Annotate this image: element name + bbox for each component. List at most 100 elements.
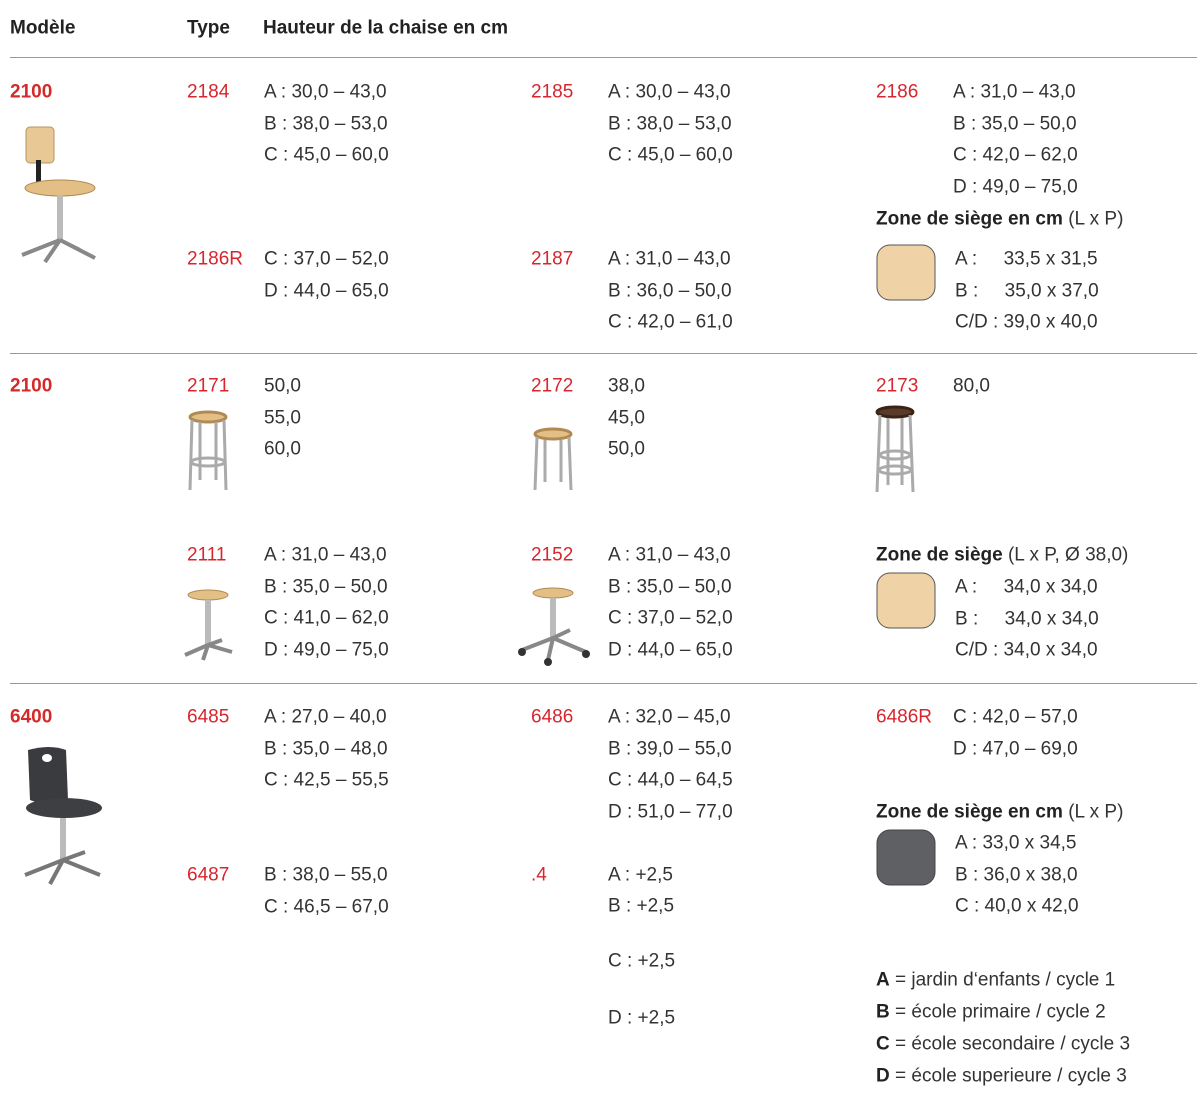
stool-2173	[875, 405, 915, 493]
height-line: 38,0	[608, 375, 645, 397]
type: 2186R	[187, 248, 243, 270]
seat-note: (L x P, Ø 38,0)	[1007, 544, 1129, 566]
type: 2111	[187, 544, 227, 566]
height-line: A : +2,5	[608, 864, 673, 886]
seat-line: B : 35,0 x 37,0	[955, 280, 1099, 301]
seat-line: A : 33,5 x 31,5	[955, 248, 1098, 270]
legend-item: D = école superieure / cycle 3	[876, 1067, 1127, 1086]
type: 2152	[531, 544, 574, 566]
height-line: B : +2,5	[608, 895, 675, 917]
legend-key: B	[876, 1001, 890, 1023]
seat-line: A : 34,0 x 34,0	[955, 576, 1098, 598]
height-line: C : 42,0 – 57,0	[953, 706, 1078, 728]
seat-title-bold: Zone de siège	[876, 544, 1003, 566]
height-line: C : 44,0 – 64,5	[608, 769, 733, 791]
type: 2186	[876, 81, 919, 103]
seat-line: B : 36,0 x 38,0	[955, 864, 1078, 885]
seat-title: Zone de siège en cm (L x P)	[876, 210, 1123, 229]
legend-item: C = école secondaire / cycle 3	[876, 1035, 1130, 1054]
height-line: 55,0	[264, 407, 301, 428]
rule	[10, 683, 1197, 684]
legend-key: D	[876, 1065, 890, 1087]
seat-icon	[876, 244, 936, 301]
seat-line: C/D : 39,0 x 40,0	[955, 311, 1098, 333]
height-line: B : 39,0 – 55,0	[608, 738, 732, 759]
seat-line: C : 40,0 x 42,0	[955, 895, 1079, 917]
type: 2185	[531, 81, 574, 103]
legend-text: = école primaire / cycle 2	[895, 1001, 1106, 1023]
seat-note: (L x P)	[1068, 208, 1124, 230]
chair-6400	[24, 747, 102, 885]
seat-icon	[876, 829, 936, 886]
height-line: D : 51,0 – 77,0	[608, 801, 733, 822]
height-line: 60,0	[264, 438, 301, 460]
height-line: B : 35,0 – 50,0	[264, 576, 388, 597]
height-line: D : 49,0 – 75,0	[953, 176, 1078, 197]
height-line: C : 37,0 – 52,0	[264, 248, 389, 270]
height-line: C : 41,0 – 62,0	[264, 607, 389, 629]
type: 2172	[531, 375, 574, 397]
height-line: C : 45,0 – 60,0	[264, 144, 389, 166]
height-line: 50,0	[264, 375, 301, 397]
height-line: C : +2,5	[608, 950, 676, 972]
type: 6486R	[876, 706, 932, 728]
stool-2171	[188, 410, 228, 491]
height-line: B : 36,0 – 50,0	[608, 280, 732, 301]
height-line: C : 42,0 – 61,0	[608, 311, 733, 333]
height-line: D : 44,0 – 65,0	[264, 280, 389, 301]
stool-2111	[184, 589, 233, 661]
seat-note: (L x P)	[1068, 801, 1124, 823]
height-line: A : 27,0 – 40,0	[264, 706, 387, 728]
height-line: B : 35,0 – 48,0	[264, 738, 388, 759]
height-line: A : 31,0 – 43,0	[264, 544, 387, 566]
chair-2100	[21, 126, 96, 264]
seat-title-bold: Zone de siège en cm	[876, 801, 1063, 823]
height-line: A : 30,0 – 43,0	[264, 81, 387, 103]
height-line: D : 47,0 – 69,0	[953, 738, 1078, 759]
height-line: B : 35,0 – 50,0	[608, 576, 732, 597]
seat-line: C/D : 34,0 x 34,0	[955, 639, 1098, 661]
height-line: 50,0	[608, 438, 645, 460]
height-line: A : 30,0 – 43,0	[608, 81, 731, 103]
legend-text: = école secondaire / cycle 3	[895, 1033, 1131, 1055]
type: 2171	[187, 375, 230, 397]
seat-title: Zone de siège (L x P, Ø 38,0)	[876, 546, 1128, 565]
type: 6485	[187, 706, 230, 728]
height-line: 80,0	[953, 375, 990, 397]
height-line: A : 32,0 – 45,0	[608, 706, 731, 728]
height-line: 45,0	[608, 407, 645, 428]
height-line: D : 49,0 – 75,0	[264, 639, 389, 660]
height-line: A : 31,0 – 43,0	[608, 248, 731, 270]
model: 2100	[10, 81, 53, 103]
height-line: B : 35,0 – 50,0	[953, 113, 1077, 134]
type: 2184	[187, 81, 230, 103]
rule	[10, 353, 1197, 354]
height-line: D : +2,5	[608, 1007, 676, 1029]
legend-key: C	[876, 1033, 890, 1055]
seat-title-bold: Zone de siège en cm	[876, 208, 1063, 230]
height-line: B : 38,0 – 53,0	[264, 113, 388, 134]
height-line: C : 46,5 – 67,0	[264, 896, 389, 917]
height-line: A : 31,0 – 43,0	[608, 544, 731, 566]
height-line: B : 38,0 – 53,0	[608, 113, 732, 134]
legend-item: A = jardin d‘enfants / cycle 1	[876, 971, 1115, 990]
stool-2152	[518, 587, 590, 666]
height-line: C : 42,5 – 55,5	[264, 769, 389, 791]
type: 6486	[531, 706, 574, 728]
height-line: C : 37,0 – 52,0	[608, 607, 733, 629]
model: 2100	[10, 375, 53, 397]
height-line: B : 38,0 – 55,0	[264, 864, 388, 886]
type: 2187	[531, 248, 574, 270]
legend-key: A	[876, 969, 890, 991]
seat-line: A : 33,0 x 34,5	[955, 832, 1077, 854]
type: 6487	[187, 864, 230, 886]
seat-title: Zone de siège en cm (L x P)	[876, 803, 1123, 822]
legend-text: = école superieure / cycle 3	[895, 1065, 1127, 1087]
legend-text: = jardin d‘enfants / cycle 1	[895, 969, 1116, 991]
legend-item: B = école primaire / cycle 2	[876, 1003, 1106, 1022]
header-height: Hauteur de la chaise en cm	[263, 17, 508, 39]
header-type: Type	[187, 17, 230, 39]
stool-2172	[533, 427, 573, 491]
